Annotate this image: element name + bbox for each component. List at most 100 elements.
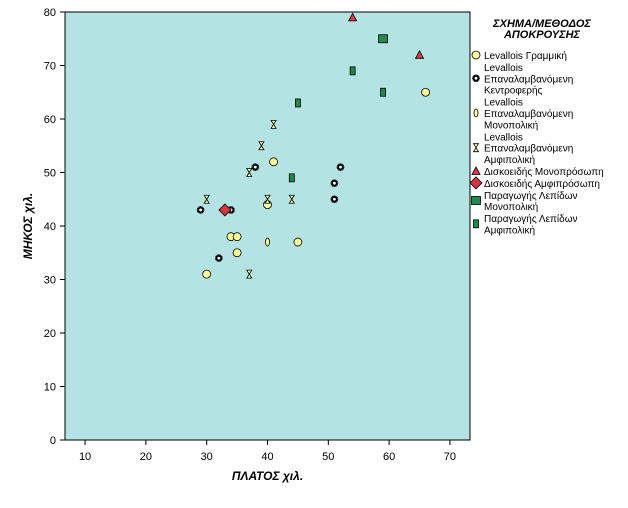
legend-label: Αμφιπολική xyxy=(484,154,535,166)
marker-center xyxy=(199,208,203,212)
marker-shape xyxy=(258,141,265,151)
y-tick-label: 40 xyxy=(44,221,56,233)
data-point xyxy=(258,141,265,151)
legend-marker xyxy=(473,219,479,229)
marker-center xyxy=(332,197,336,201)
data-point xyxy=(336,163,345,171)
marker-shape xyxy=(421,87,431,97)
legend-marker xyxy=(472,74,480,83)
series-4 xyxy=(347,12,425,59)
data-point xyxy=(246,269,253,279)
x-tick-label: 60 xyxy=(383,451,395,463)
data-point xyxy=(196,206,205,214)
marker-shape xyxy=(471,166,481,175)
legend-label: Επαναλαμβανόμενη xyxy=(484,108,573,120)
marker-center xyxy=(474,76,478,80)
marker-shape xyxy=(473,108,479,118)
y-tick-label: 10 xyxy=(44,382,56,394)
legend-marker xyxy=(473,108,479,118)
data-point xyxy=(288,194,296,204)
data-point xyxy=(232,232,242,242)
plot-area xyxy=(64,11,471,441)
data-point xyxy=(270,119,277,129)
legend-label: Μονοπολική xyxy=(484,201,538,213)
data-point xyxy=(264,194,271,204)
marker-shape xyxy=(232,232,242,242)
y-tick-label: 80 xyxy=(44,7,56,19)
y-tick-label: 20 xyxy=(44,328,56,340)
legend-label: Δισκοειδής Αμφιπρόσωπη xyxy=(484,178,600,190)
marker-shape xyxy=(380,87,386,97)
marker-shape xyxy=(414,49,425,59)
x-tick-label: 50 xyxy=(322,451,334,463)
data-point xyxy=(293,237,303,247)
series-7 xyxy=(288,66,386,183)
data-point xyxy=(378,34,388,44)
legend-label: Επαναλαμβανόμενη xyxy=(484,73,573,85)
series-6 xyxy=(378,34,388,44)
marker-shape xyxy=(269,157,278,167)
legend-title: ΑΠΟΚΡΟΥΣΗΣ xyxy=(503,29,581,41)
data-point xyxy=(232,248,242,258)
y-tick-label: 0 xyxy=(50,435,56,447)
legend-label: Αμφιπολική xyxy=(484,225,535,237)
y-tick-label: 30 xyxy=(44,275,56,287)
legend-label: Μονοπολική xyxy=(484,119,538,131)
data-point xyxy=(269,157,278,167)
y-axis-label: ΜΗΚΟΣ χιλ. xyxy=(21,193,35,260)
marker-shape xyxy=(265,237,270,247)
marker-shape xyxy=(378,34,388,44)
legend-label: Levallois xyxy=(484,132,523,143)
legend-marker xyxy=(471,166,481,175)
legend-label: Παραγωγής Λεπίδων xyxy=(484,190,578,202)
data-point xyxy=(202,269,212,279)
x-tick-label: 40 xyxy=(261,451,273,463)
data-point xyxy=(330,195,339,204)
marker-center xyxy=(332,181,336,185)
y-tick-label: 50 xyxy=(44,168,56,180)
marker-shape xyxy=(264,194,271,204)
legend-label: Επαναλαμβανόμενη xyxy=(484,143,573,155)
data-point xyxy=(421,87,431,97)
marker-shape xyxy=(471,196,481,205)
data-point xyxy=(414,49,425,59)
legend-label: Levallois xyxy=(484,98,523,109)
legend-label: Levallois Γραμμική xyxy=(484,50,567,62)
marker-shape xyxy=(203,194,210,204)
series-3 xyxy=(203,119,296,279)
marker-shape xyxy=(246,269,253,279)
marker-shape xyxy=(473,219,479,229)
marker-shape xyxy=(270,119,277,129)
data-point xyxy=(288,173,295,183)
marker-center xyxy=(217,256,221,260)
legend-marker xyxy=(471,50,481,60)
marker-shape xyxy=(232,248,242,258)
data-point xyxy=(380,87,386,97)
legend-marker xyxy=(471,196,481,205)
data-point xyxy=(349,66,356,76)
marker-center xyxy=(253,165,257,169)
data-point xyxy=(218,203,232,217)
y-tick-label: 60 xyxy=(44,114,56,126)
marker-shape xyxy=(218,203,232,217)
x-tick-label: 20 xyxy=(140,451,152,463)
data-point xyxy=(203,194,210,204)
marker-shape xyxy=(288,173,295,183)
marker-shape xyxy=(349,66,356,76)
marker-shape xyxy=(472,143,480,153)
x-tick-label: 70 xyxy=(444,451,456,463)
marker-shape xyxy=(347,12,358,22)
data-point xyxy=(251,163,260,171)
data-point xyxy=(330,179,339,187)
data-point xyxy=(265,237,270,247)
series-1 xyxy=(196,163,345,262)
marker-shape xyxy=(202,269,212,279)
marker-shape xyxy=(295,98,301,108)
marker-shape xyxy=(246,168,253,177)
marker-shape xyxy=(288,194,296,204)
x-tick-label: 30 xyxy=(201,451,213,463)
data-point xyxy=(295,98,301,108)
